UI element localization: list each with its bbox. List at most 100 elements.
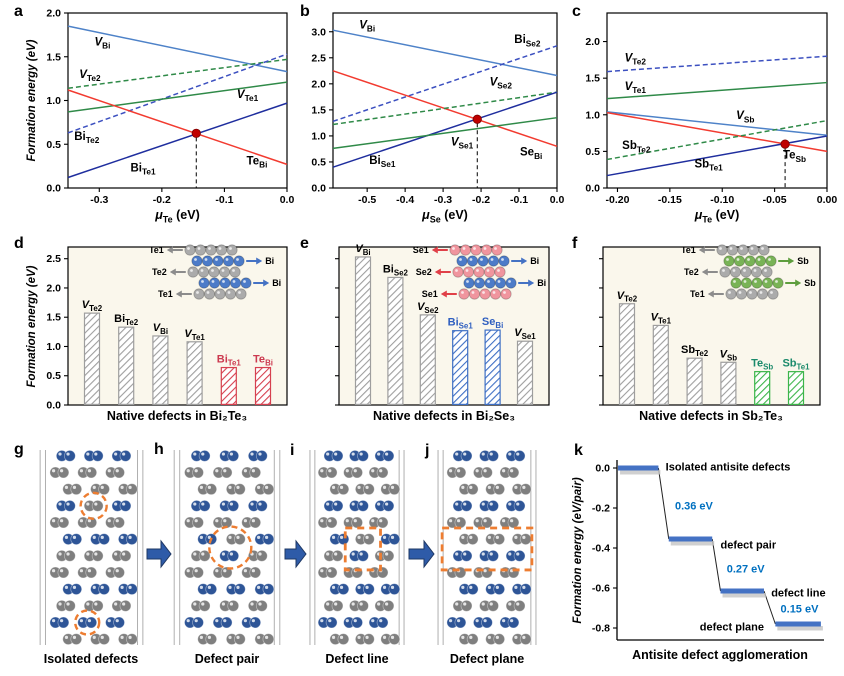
svg-text:0.0: 0.0 — [311, 183, 326, 195]
svg-text:0.27 eV: 0.27 eV — [727, 564, 766, 576]
svg-text:1.0: 1.0 — [311, 130, 326, 142]
y-axis-title-k: Formation energy (eV/pair) — [572, 477, 584, 624]
svg-text:2.5: 2.5 — [46, 253, 61, 265]
svg-text:-0.4: -0.4 — [592, 543, 610, 555]
svg-text:VSe2: VSe2 — [417, 301, 439, 315]
svg-text:0.36 eV: 0.36 eV — [675, 501, 714, 513]
svg-text:VTe2: VTe2 — [625, 52, 647, 66]
x-axis-title-d: Native defects in Bi₂Te₃ — [106, 409, 248, 423]
svg-text:Bi: Bi — [530, 256, 539, 266]
y-axis-title-a: Formation energy (eV) — [26, 39, 38, 162]
svg-text:VTe1: VTe1 — [184, 328, 205, 342]
svg-text:Se1: Se1 — [413, 245, 429, 255]
svg-text:BiTe2: BiTe2 — [74, 131, 100, 145]
y-axis-title-d: Formation energy (eV) — [26, 265, 38, 388]
defect-highlight-circle — [79, 491, 108, 521]
svg-text:-0.20: -0.20 — [606, 194, 630, 206]
svg-text:1.0: 1.0 — [585, 109, 600, 121]
svg-text:0.5: 0.5 — [585, 146, 600, 158]
panel-letter-i: i — [290, 442, 295, 459]
svg-text:-0.3: -0.3 — [90, 194, 108, 206]
svg-text:1.0: 1.0 — [46, 95, 61, 107]
svg-text:SbTe2: SbTe2 — [622, 140, 651, 154]
panel-letter-a: a — [14, 3, 23, 20]
svg-text:-0.4: -0.4 — [396, 194, 414, 206]
svg-text:SbTe1: SbTe1 — [782, 358, 810, 372]
flow-arrow — [408, 539, 435, 569]
svg-text:-0.6: -0.6 — [592, 583, 610, 595]
defect-highlight-circle — [208, 525, 253, 570]
panel-letter-b: b — [300, 3, 310, 20]
svg-text:Te2: Te2 — [152, 267, 167, 277]
svg-text:μTe (eV): μTe (eV) — [154, 208, 199, 224]
svg-text:μTe (eV): μTe (eV) — [694, 208, 739, 224]
panel-a-chart: -0.3 -0.2 -0.1 0.0 0.0 0.5 1.0 1.5 2.0 VBi VTe2 BiT… — [46, 8, 294, 225]
svg-text:VSb: VSb — [736, 110, 754, 124]
svg-text:0.5: 0.5 — [46, 139, 61, 151]
svg-text:Sb: Sb — [804, 278, 816, 288]
flow-arrow — [146, 539, 172, 569]
x-axis-title-e: Native defects in Bi₂Se₃ — [373, 409, 515, 423]
structure-j — [437, 450, 537, 646]
flow-arrow — [284, 539, 307, 569]
svg-text:VSe2: VSe2 — [490, 76, 513, 90]
svg-text:SbTe1: SbTe1 — [694, 158, 723, 172]
svg-text:0.0: 0.0 — [46, 400, 61, 412]
svg-text:VTe1: VTe1 — [625, 81, 647, 95]
caption-defect-pair: Defect pair — [194, 652, 260, 666]
svg-text:VSe1: VSe1 — [451, 136, 474, 150]
panel-letter-g: g — [14, 441, 24, 458]
svg-text:VTe1: VTe1 — [237, 89, 259, 103]
svg-text:1.5: 1.5 — [46, 51, 61, 63]
svg-text:μSe (eV): μSe (eV) — [421, 208, 468, 224]
panel-b-chart: -0.5 -0.4 -0.3 -0.2 -0.1 0.0 0.0 0.5 1.0 1.5 2.0 2.… — [311, 12, 565, 224]
caption-isolated-defects: Isolated defects — [43, 652, 139, 666]
svg-text:Bi: Bi — [265, 256, 274, 266]
svg-text:-0.2: -0.2 — [592, 503, 610, 515]
svg-text:defect line: defect line — [771, 588, 825, 600]
svg-text:VBi: VBi — [94, 36, 110, 50]
structure-g — [39, 450, 144, 646]
svg-text:0.0: 0.0 — [550, 194, 565, 206]
svg-text:Se1: Se1 — [422, 289, 438, 299]
defect-highlight-rect — [343, 526, 382, 572]
structure-i — [309, 450, 405, 646]
svg-text:-0.15: -0.15 — [658, 194, 682, 206]
svg-text:SeBi: SeBi — [482, 316, 503, 330]
svg-text:Te1: Te1 — [681, 245, 696, 255]
svg-text:1.5: 1.5 — [311, 104, 326, 116]
svg-text:VTe1: VTe1 — [651, 311, 672, 325]
svg-text:VSb: VSb — [720, 348, 738, 362]
svg-text:Bi: Bi — [537, 278, 546, 288]
svg-text:1.5: 1.5 — [46, 312, 61, 324]
svg-text:0.0: 0.0 — [46, 183, 61, 195]
svg-text:0.15 eV: 0.15 eV — [781, 604, 820, 616]
svg-text:defect plane: defect plane — [700, 622, 764, 634]
svg-text:BiSe1: BiSe1 — [369, 155, 396, 169]
svg-text:Te2: Te2 — [684, 267, 699, 277]
svg-text:-0.2: -0.2 — [153, 194, 171, 206]
panel-letter-c: c — [572, 3, 581, 20]
svg-text:TeBi: TeBi — [247, 155, 268, 169]
svg-text:-0.10: -0.10 — [710, 194, 734, 206]
svg-text:BiTe1: BiTe1 — [217, 354, 242, 368]
svg-text:-0.2: -0.2 — [472, 194, 490, 206]
panel-k-chart: 0.0 -0.2 -0.4 -0.6 -0.8 Isolated antisite def… — [592, 460, 826, 641]
caption-defect-plane: Defect plane — [449, 652, 525, 666]
svg-text:BiSe2: BiSe2 — [514, 34, 541, 48]
panel-letter-e: e — [300, 235, 309, 252]
x-axis-title-k: Antisite defect agglomeration — [632, 648, 808, 662]
svg-text:0.5: 0.5 — [311, 156, 326, 168]
svg-text:Te1: Te1 — [158, 289, 173, 299]
panel-letter-j: j — [425, 442, 430, 459]
caption-defect-line: Defect line — [325, 652, 389, 666]
svg-text:Isolated antisite defects: Isolated antisite defects — [666, 462, 791, 474]
svg-text:1.0: 1.0 — [46, 341, 61, 353]
svg-text:VTe2: VTe2 — [82, 299, 103, 313]
panel-letter-k: k — [574, 442, 583, 459]
svg-text:BiSe1: BiSe1 — [448, 317, 474, 331]
svg-text:Bi: Bi — [272, 278, 281, 288]
